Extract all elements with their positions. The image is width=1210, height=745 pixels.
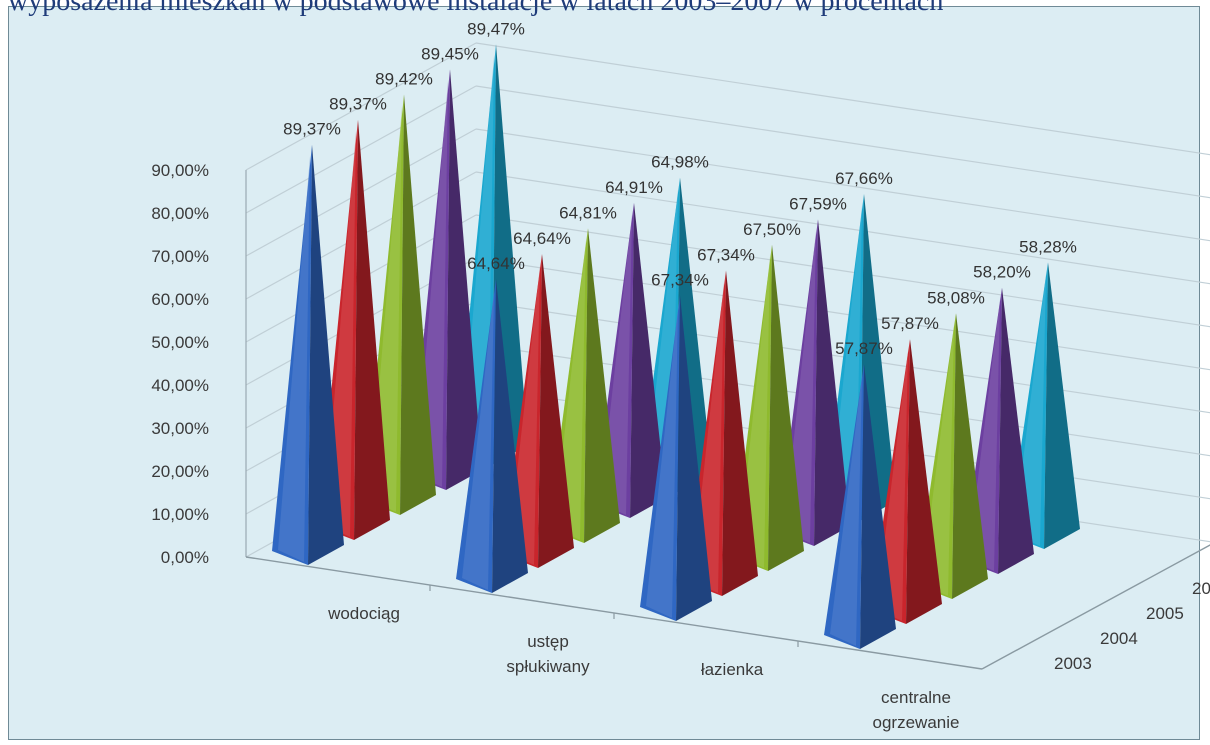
data-label: 64,64% bbox=[467, 254, 525, 273]
gridline bbox=[475, 214, 1210, 328]
pyramids bbox=[272, 44, 1080, 649]
category-label: spłukiwany bbox=[506, 657, 590, 676]
data-label: 89,37% bbox=[329, 95, 387, 114]
pyramid-right-face bbox=[400, 94, 436, 515]
gridline bbox=[475, 85, 1210, 199]
pyramid-right-face bbox=[308, 144, 344, 566]
data-label: 64,81% bbox=[559, 203, 617, 222]
pyramid-right-face bbox=[630, 202, 666, 518]
pyramid-right-face bbox=[492, 279, 528, 593]
gridline bbox=[245, 85, 477, 214]
caption-fragment: wyposażenia mieszkań w podstawowe instal… bbox=[8, 0, 943, 17]
pyramid-highlight bbox=[830, 376, 862, 646]
y-tick-label: 20,00% bbox=[151, 462, 209, 481]
series-label: 2004 bbox=[1100, 629, 1138, 648]
data-label: 67,34% bbox=[651, 270, 709, 289]
pyramid-mark-2003 bbox=[272, 144, 344, 566]
data-label: 58,20% bbox=[973, 263, 1031, 282]
pyramid-right-face bbox=[906, 339, 942, 624]
data-label: 57,87% bbox=[835, 339, 893, 358]
data-labels: 89,37% 64,64% 67,34% 57,87% 89,37% 64,64% 67,3… bbox=[283, 19, 1077, 358]
pyramid-right-face bbox=[722, 270, 758, 596]
category-label: wodociąg bbox=[327, 604, 400, 623]
y-tick-label: 40,00% bbox=[151, 376, 209, 395]
pyramid-mark-2003 bbox=[824, 364, 896, 649]
y-tick-label: 80,00% bbox=[151, 204, 209, 223]
data-label: 58,08% bbox=[927, 288, 985, 307]
data-label: 64,64% bbox=[513, 229, 571, 248]
gridline bbox=[475, 171, 1210, 285]
data-label: 58,28% bbox=[1019, 237, 1077, 256]
pyramid-right-face bbox=[584, 228, 620, 543]
pyramid-mark-2003 bbox=[456, 279, 528, 593]
data-label: 89,42% bbox=[375, 69, 433, 88]
gridline bbox=[475, 257, 1210, 371]
category-label: ustęp bbox=[527, 632, 569, 651]
y-tick-label: 10,00% bbox=[151, 505, 209, 524]
gridline bbox=[475, 128, 1210, 242]
pyramid-right-face bbox=[446, 69, 482, 491]
data-label: 67,59% bbox=[789, 194, 847, 213]
pyramid-right-face bbox=[538, 254, 574, 568]
series-label: 2006 bbox=[1192, 579, 1210, 598]
y-tick-label: 30,00% bbox=[151, 419, 209, 438]
category-label: centralne bbox=[881, 688, 951, 707]
category-label: ogrzewanie bbox=[873, 713, 960, 732]
data-label: 67,50% bbox=[743, 220, 801, 239]
series-label: 2003 bbox=[1054, 654, 1092, 673]
gridline bbox=[245, 42, 477, 171]
pyramid-right-face bbox=[998, 287, 1034, 574]
pyramid-highlight bbox=[462, 291, 494, 590]
pyramid-right-face bbox=[768, 244, 804, 571]
pyramid-highlight bbox=[646, 307, 678, 618]
data-label: 67,34% bbox=[697, 245, 755, 264]
data-label: 67,66% bbox=[835, 169, 893, 188]
y-tick-label: 90,00% bbox=[151, 161, 209, 180]
pyramid-right-face bbox=[952, 313, 988, 599]
y-tick-label: 50,00% bbox=[151, 333, 209, 352]
series-label: 2005 bbox=[1146, 604, 1184, 623]
data-label: 64,91% bbox=[605, 178, 663, 197]
pyramid-right-face bbox=[860, 364, 896, 649]
pyramid-right-face bbox=[354, 119, 390, 541]
depth-axis-line bbox=[981, 544, 1210, 670]
pyramid-mark-2003 bbox=[640, 295, 712, 621]
gridline bbox=[475, 42, 1210, 156]
pyramid-right-face bbox=[676, 295, 712, 621]
data-label: 89,45% bbox=[421, 44, 479, 63]
data-label: 64,98% bbox=[651, 153, 709, 172]
pyramid-right-face bbox=[1044, 262, 1080, 549]
y-tick-label: 0,00% bbox=[161, 548, 209, 567]
data-label: 57,87% bbox=[881, 314, 939, 333]
pyramid-right-face bbox=[814, 219, 850, 546]
category-label: łazienka bbox=[701, 660, 764, 679]
data-label: 89,37% bbox=[283, 120, 341, 139]
y-tick-label: 70,00% bbox=[151, 247, 209, 266]
data-label: 89,47% bbox=[467, 19, 525, 38]
pyramid-highlight bbox=[278, 156, 310, 563]
pyramid-mark-2006 bbox=[778, 219, 850, 546]
y-tick-label: 60,00% bbox=[151, 290, 209, 309]
